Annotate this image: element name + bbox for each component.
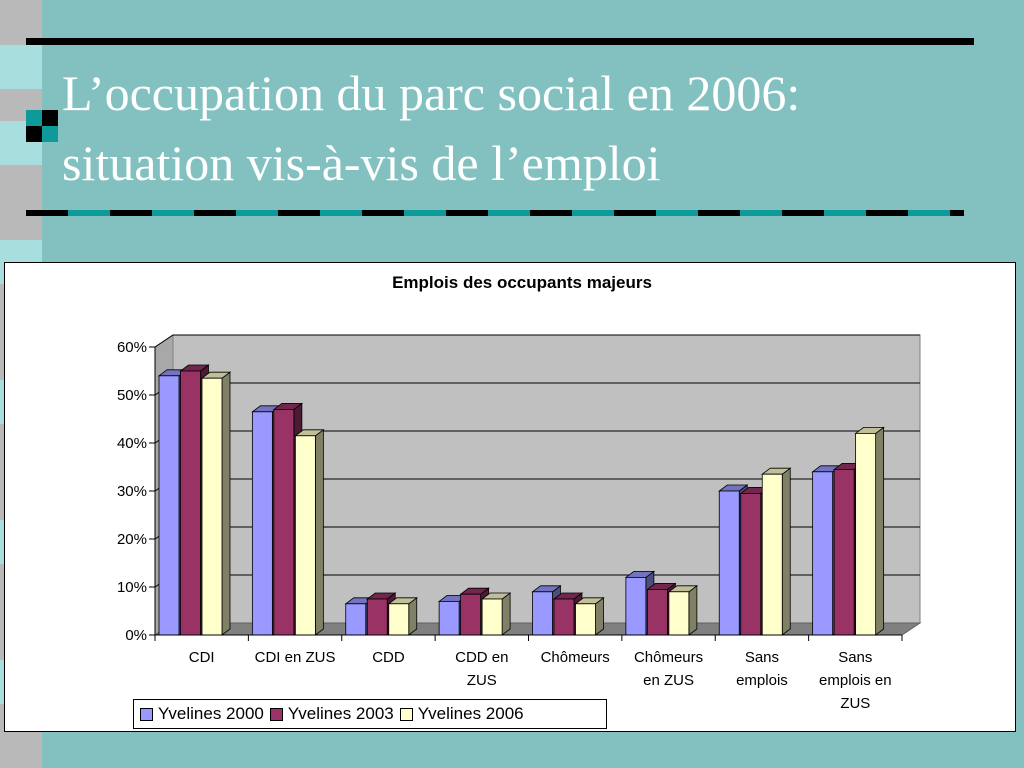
dashed-rule (26, 210, 964, 216)
bar (552, 592, 584, 636)
bar-side (314, 429, 324, 636)
bar (667, 584, 699, 636)
bar-side (221, 371, 231, 636)
bar-front (366, 598, 388, 636)
x-tick-label: Chômeurs (541, 649, 610, 666)
bar-front (855, 432, 877, 636)
decor-square (42, 126, 58, 142)
bar-front (761, 473, 783, 636)
bar-front (460, 593, 482, 636)
slide-title: L’occupation du parc social en 2006: sit… (62, 58, 1012, 198)
x-tick-label-line: Sans (838, 649, 872, 666)
x-tick-label: Chômeurs en ZUS (634, 649, 703, 689)
x-tick-label-line: Chômeurs (634, 649, 703, 666)
bar (574, 596, 605, 636)
bar (531, 584, 562, 636)
legend-item: Yvelines 2000 (140, 704, 264, 724)
y-tick-label: 30% (117, 483, 147, 500)
legend-swatch (140, 707, 153, 721)
bar (200, 371, 232, 636)
bar-front (438, 600, 460, 636)
legend-label: Yvelines 2006 (417, 704, 524, 723)
bar-front (158, 375, 180, 636)
bar-side (688, 584, 698, 636)
x-tick-label: CDD (372, 649, 405, 666)
y-tick-label: 20% (117, 531, 147, 548)
bar-front (532, 591, 553, 636)
x-tick-label-line: CDI en ZUS (255, 649, 336, 666)
y-tick-label: 10% (117, 579, 147, 596)
bar-side (501, 592, 511, 636)
x-tick-label-line: emplois en (819, 672, 892, 689)
bar-front (718, 490, 740, 636)
legend-item: Yvelines 2003 (269, 704, 394, 724)
bar (761, 467, 792, 636)
x-tick-label: Sans emplois (736, 649, 788, 689)
x-tick-label-line: Sans (745, 649, 779, 666)
x-tick-label-line: ZUS (840, 695, 870, 712)
bar-front (388, 603, 410, 636)
bar-front (553, 598, 575, 636)
x-tick-label-line: emplois (736, 672, 788, 689)
x-tick-label: CDI en ZUS (255, 649, 336, 666)
legend-item: Yvelines 2006 (399, 704, 524, 724)
x-tick-label-line: ZUS (467, 672, 497, 689)
legend-swatch (269, 707, 283, 721)
bar (387, 596, 418, 636)
bar-front (273, 408, 295, 636)
decor-square (26, 110, 42, 126)
bar (294, 429, 325, 636)
bar-side (781, 467, 791, 636)
y-tick-label: 0% (125, 627, 147, 644)
bar-front (812, 471, 834, 636)
decor-square (42, 110, 58, 126)
bar-front (201, 377, 223, 636)
legend-label: Yvelines 2003 (287, 704, 394, 723)
x-tick-label-line: Chômeurs (541, 649, 610, 666)
bar-front (481, 598, 503, 636)
bar-front (740, 492, 762, 636)
bar (854, 426, 885, 636)
bar (480, 592, 512, 636)
decor-square (26, 126, 42, 142)
bar-front (345, 603, 367, 636)
chart-title: Emplois des occupants majeurs (392, 273, 652, 292)
strip-block (0, 45, 42, 89)
x-tick-label-line: CDD (372, 649, 405, 666)
gridline (154, 334, 920, 348)
chart-container: Emplois des occupants majeurs 0% 10% 20% 30… (4, 262, 1016, 732)
x-tick-label: CDD en ZUS (455, 649, 508, 689)
chart-legend: Yvelines 2000 Yvelines 2003 Yvelines 2006 (133, 699, 607, 729)
bar-side (875, 426, 885, 636)
y-tick-label: 50% (117, 387, 147, 404)
top-rule (26, 38, 974, 45)
bar-front (646, 588, 668, 636)
bar-chart: Emplois des occupants majeurs 0% 10% 20% 30… (117, 273, 922, 712)
x-tick-label: Sans emplois en ZUS (819, 649, 892, 712)
x-tick-label: CDI (189, 649, 215, 666)
bar-front (575, 603, 596, 636)
bar-front (294, 435, 316, 636)
legend-swatch (399, 707, 413, 721)
slide-title-line-1: L’occupation du parc social en 2006: (62, 65, 801, 121)
bar-front (668, 591, 690, 636)
y-tick-label: 60% (117, 339, 147, 356)
slide-title-line-2: situation vis-à-vis de l’emploi (62, 135, 661, 191)
bar-front (251, 411, 273, 636)
x-tick-label-line: CDI (189, 649, 215, 666)
bar-front (833, 468, 855, 636)
x-tick-label-line: CDD en (455, 649, 508, 666)
x-tick-label-line: en ZUS (643, 672, 694, 689)
bar-front (180, 370, 201, 636)
y-tick-label: 40% (117, 435, 147, 452)
legend-label: Yvelines 2000 (158, 704, 264, 723)
bar-front (625, 576, 647, 636)
